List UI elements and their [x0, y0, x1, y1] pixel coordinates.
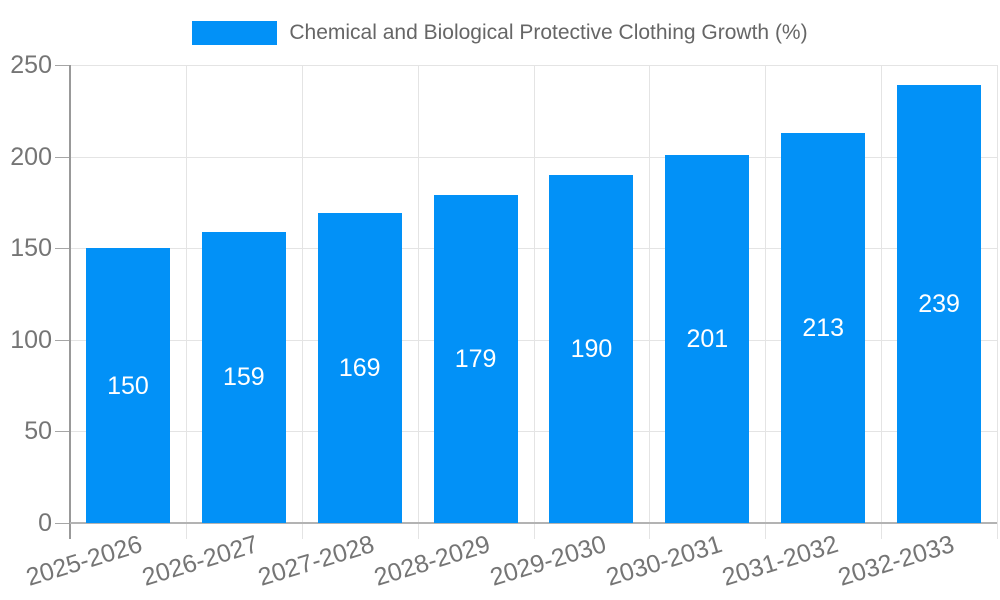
y-axis-tick-label: 150 [10, 234, 52, 263]
gridline-vertical [533, 65, 535, 539]
gridline-vertical [649, 65, 651, 539]
gridline-vertical [417, 65, 419, 539]
bar-value-label: 213 [802, 313, 845, 342]
x-axis-tick-label: 2028-2029 [370, 530, 494, 592]
bar-value-label: 190 [570, 334, 613, 363]
y-axis-line [69, 65, 71, 539]
bar-value-label: 159 [222, 363, 265, 392]
y-axis-tick-label: 0 [38, 509, 52, 537]
legend-label: Chemical and Biological Protective Cloth… [289, 21, 808, 44]
bar-value-label: 179 [454, 345, 497, 374]
y-axis-tick-label: 100 [10, 325, 52, 354]
bar [549, 174, 634, 523]
y-axis-tick-label: 50 [24, 417, 52, 446]
legend: Chemical and Biological Protective Cloth… [0, 21, 1000, 45]
y-axis-tick-label: 200 [10, 142, 52, 171]
gridline-vertical [185, 65, 187, 539]
bar [781, 132, 866, 523]
y-axis-tick [55, 156, 70, 158]
y-axis-tick [55, 339, 70, 341]
bar-value-label: 239 [918, 290, 960, 319]
x-axis-tick-label: 2027-2028 [255, 530, 378, 592]
bar [85, 248, 170, 523]
bar [317, 213, 402, 523]
y-axis-tick [55, 248, 70, 250]
x-axis-tick-label: 2025-2026 [23, 530, 146, 592]
bar [201, 231, 286, 523]
x-axis-line [70, 522, 997, 524]
gridline-vertical [997, 65, 998, 539]
y-axis-tick-label: 250 [10, 51, 52, 79]
bar [897, 85, 982, 523]
bar-value-label: 150 [107, 371, 149, 400]
gridline-vertical [765, 65, 767, 539]
y-axis-tick [55, 431, 70, 433]
legend-swatch [192, 21, 278, 45]
bar [433, 195, 518, 523]
bar-value-label: 169 [338, 354, 381, 383]
x-axis-tick-label: 2026-2027 [139, 530, 262, 592]
bar-value-label: 201 [686, 324, 729, 353]
x-axis-tick-label: 2032-2033 [834, 530, 957, 592]
gridline-vertical [881, 65, 883, 539]
y-axis-tick [55, 523, 70, 524]
bar [665, 154, 750, 523]
gridline-vertical [301, 65, 303, 539]
x-axis-tick-label: 2030-2031 [602, 530, 726, 592]
y-axis-tick [55, 65, 70, 66]
x-axis-tick-label: 2031-2032 [718, 530, 842, 592]
x-axis-tick-label: 2029-2030 [486, 530, 610, 592]
